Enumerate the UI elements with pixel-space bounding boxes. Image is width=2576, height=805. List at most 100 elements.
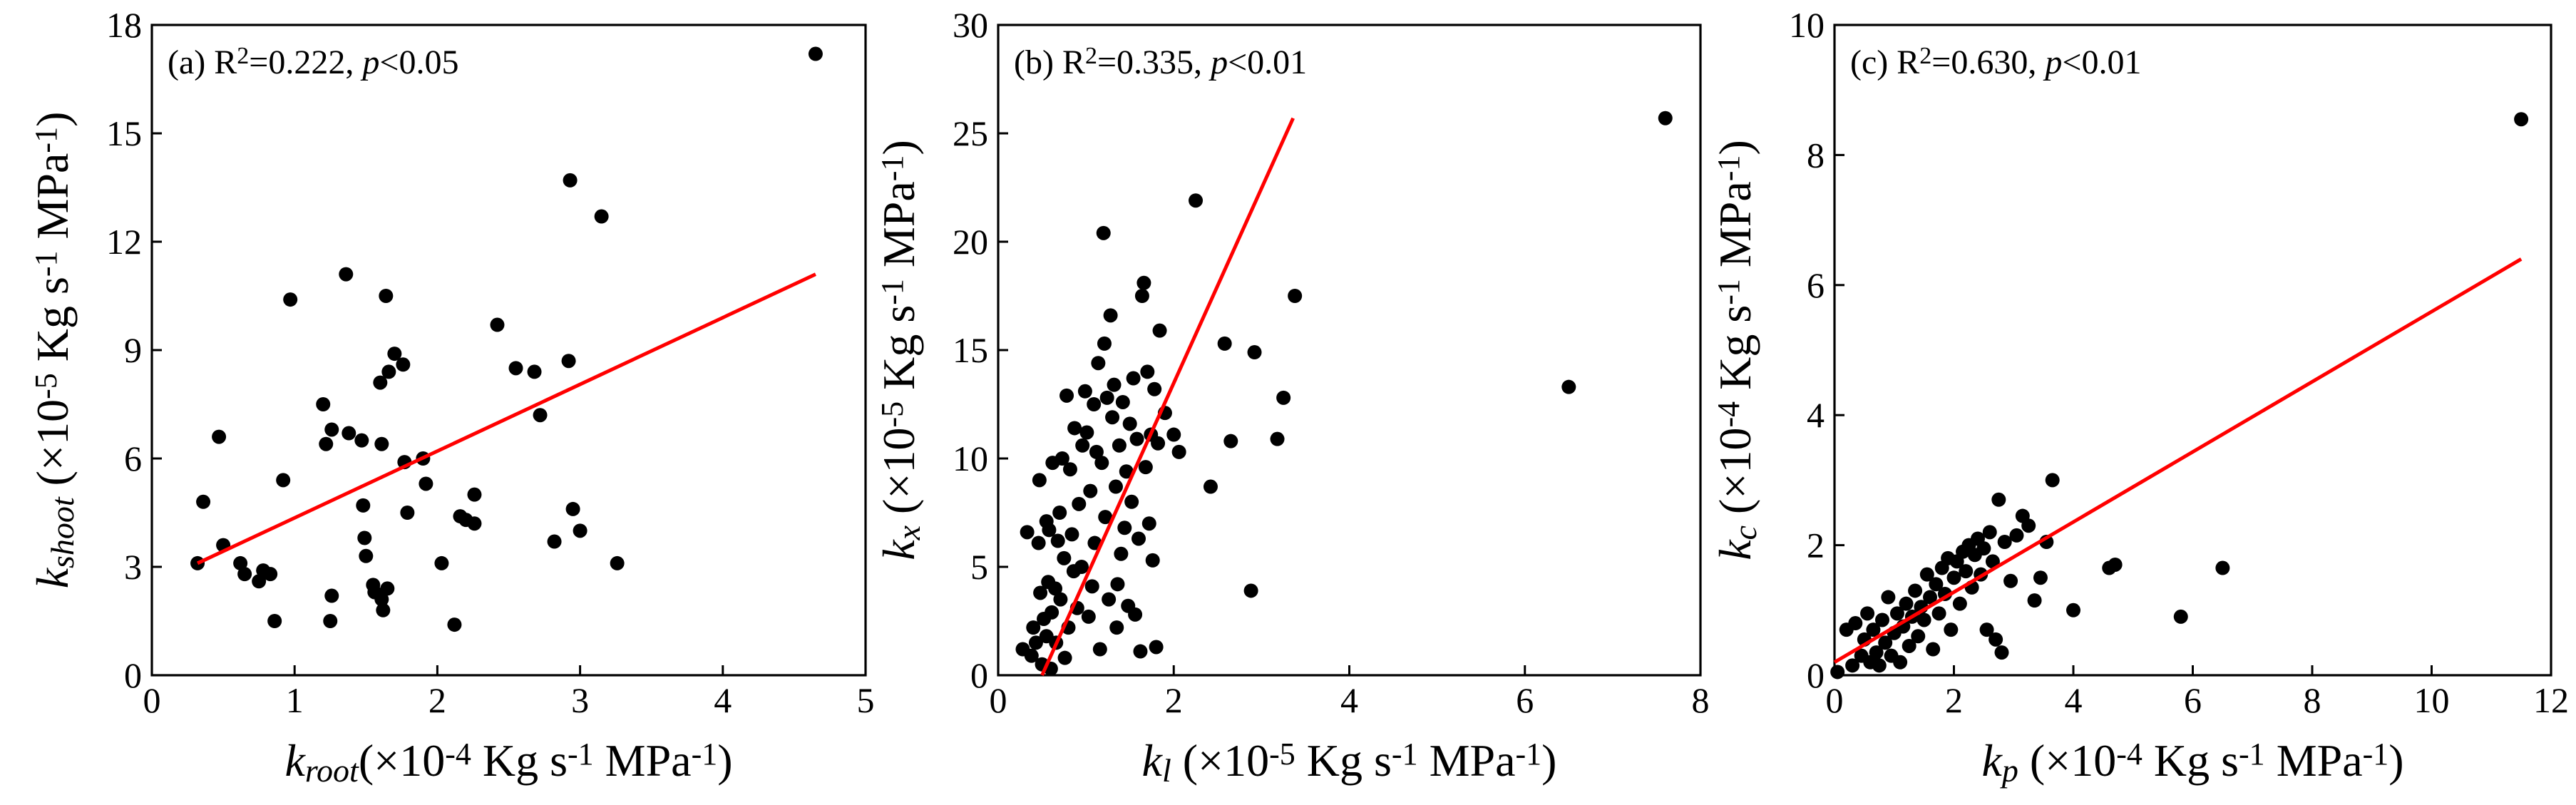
label-exponent: -1 bbox=[1515, 737, 1541, 771]
data-point bbox=[1053, 592, 1068, 607]
x-tick-label: 0 bbox=[990, 680, 1007, 720]
data-point bbox=[342, 426, 356, 441]
data-point bbox=[1658, 111, 1673, 125]
panel-annotation: (b) R2=0.335, p<0.01 bbox=[1014, 43, 1307, 81]
data-point bbox=[1243, 583, 1258, 598]
data-point bbox=[1136, 275, 1151, 290]
y-axis-label: kc (×10-4 Kg s-1 MPa-1) bbox=[1710, 140, 1763, 560]
label-variable: k bbox=[1142, 735, 1164, 786]
annotation-r2: =0.335, bbox=[1097, 43, 1211, 81]
data-point bbox=[563, 173, 578, 188]
data-point bbox=[1067, 421, 1082, 436]
data-point bbox=[1050, 533, 1065, 548]
data-point bbox=[1866, 622, 1881, 637]
data-point bbox=[1128, 607, 1143, 622]
data-point bbox=[490, 317, 505, 332]
label-unit: Kg s bbox=[27, 277, 78, 373]
data-point bbox=[1944, 622, 1959, 637]
data-point bbox=[1077, 384, 1092, 399]
data-point bbox=[374, 436, 389, 451]
annotation-p-value: <0.01 bbox=[1228, 43, 1307, 81]
y-tick-label: 10 bbox=[1789, 5, 1825, 45]
data-point bbox=[1881, 590, 1896, 605]
data-point bbox=[1083, 483, 1098, 498]
data-point bbox=[1997, 535, 2012, 550]
data-point bbox=[1845, 658, 1860, 673]
data-point bbox=[533, 408, 548, 423]
y-tick-label: 15 bbox=[106, 113, 142, 153]
label-unit: Kg s bbox=[1710, 305, 1760, 401]
label-unit: Kg s bbox=[873, 305, 924, 401]
data-point bbox=[1074, 560, 1089, 574]
label-exponent: -4 bbox=[445, 737, 471, 771]
label-exponent: -4 bbox=[2116, 737, 2143, 771]
data-point bbox=[283, 292, 298, 307]
data-point bbox=[357, 530, 372, 545]
data-point bbox=[1108, 479, 1123, 494]
data-point bbox=[1989, 632, 2003, 647]
data-point bbox=[1084, 579, 1099, 594]
data-point bbox=[1105, 410, 1120, 425]
y-tick-label: 5 bbox=[970, 547, 988, 587]
data-point bbox=[1133, 644, 1148, 659]
data-point bbox=[1151, 436, 1166, 451]
data-point bbox=[356, 498, 371, 513]
data-point bbox=[1926, 642, 1941, 657]
data-point bbox=[1946, 570, 1961, 585]
data-point bbox=[319, 436, 334, 451]
data-point bbox=[594, 209, 609, 224]
data-point bbox=[373, 375, 388, 390]
y-tick-label: 25 bbox=[953, 113, 988, 153]
data-point bbox=[1908, 583, 1923, 598]
data-point bbox=[1889, 606, 1904, 621]
data-point bbox=[2215, 560, 2230, 575]
label-subscript: x bbox=[891, 525, 927, 540]
data-point bbox=[381, 364, 396, 379]
data-point bbox=[1959, 564, 1974, 579]
data-point bbox=[1929, 577, 1944, 592]
data-point bbox=[1112, 438, 1127, 453]
data-point bbox=[1166, 427, 1181, 442]
data-point bbox=[1089, 444, 1104, 459]
data-point bbox=[387, 347, 402, 362]
data-point bbox=[2027, 593, 2042, 608]
regression-line bbox=[1833, 257, 2523, 664]
data-point bbox=[1096, 225, 1111, 240]
annotation-p: p bbox=[1209, 43, 1228, 81]
data-point bbox=[573, 523, 587, 538]
data-point bbox=[1098, 510, 1113, 525]
label-subscript: root bbox=[305, 752, 359, 789]
label-unit: MPa bbox=[1710, 181, 1760, 279]
y-tick-label: 15 bbox=[953, 330, 988, 370]
data-point bbox=[1923, 590, 1937, 605]
data-point bbox=[316, 397, 331, 411]
data-point bbox=[1107, 377, 1122, 392]
data-point bbox=[561, 354, 576, 369]
y-tick-label: 6 bbox=[1807, 265, 1825, 305]
data-point bbox=[467, 487, 482, 502]
data-point bbox=[1860, 606, 1875, 621]
data-point bbox=[1952, 596, 1967, 611]
label-subscript: shoot bbox=[44, 496, 81, 568]
data-point bbox=[2045, 473, 2060, 488]
y-tick-label: 0 bbox=[124, 655, 142, 695]
label-exponent: -5 bbox=[1269, 737, 1295, 771]
data-point bbox=[1122, 416, 1137, 431]
data-point bbox=[359, 548, 374, 563]
data-point bbox=[1059, 388, 1074, 403]
data-point bbox=[380, 581, 395, 596]
label-unit: MPa bbox=[2265, 735, 2363, 786]
data-point bbox=[1217, 336, 1232, 351]
data-point bbox=[1189, 193, 1204, 208]
label-unit: ) bbox=[27, 112, 78, 127]
label-exponent: -1 bbox=[1711, 155, 1746, 182]
label-unit: ) bbox=[1541, 735, 1556, 786]
label-exponent: -5 bbox=[29, 373, 63, 399]
label-exponent: -1 bbox=[692, 737, 718, 771]
label-unit: MPa bbox=[1418, 735, 1516, 786]
x-tick-label: 2 bbox=[1165, 680, 1183, 720]
data-point bbox=[1042, 523, 1057, 538]
data-point bbox=[1919, 567, 1934, 582]
data-point bbox=[1109, 620, 1124, 635]
